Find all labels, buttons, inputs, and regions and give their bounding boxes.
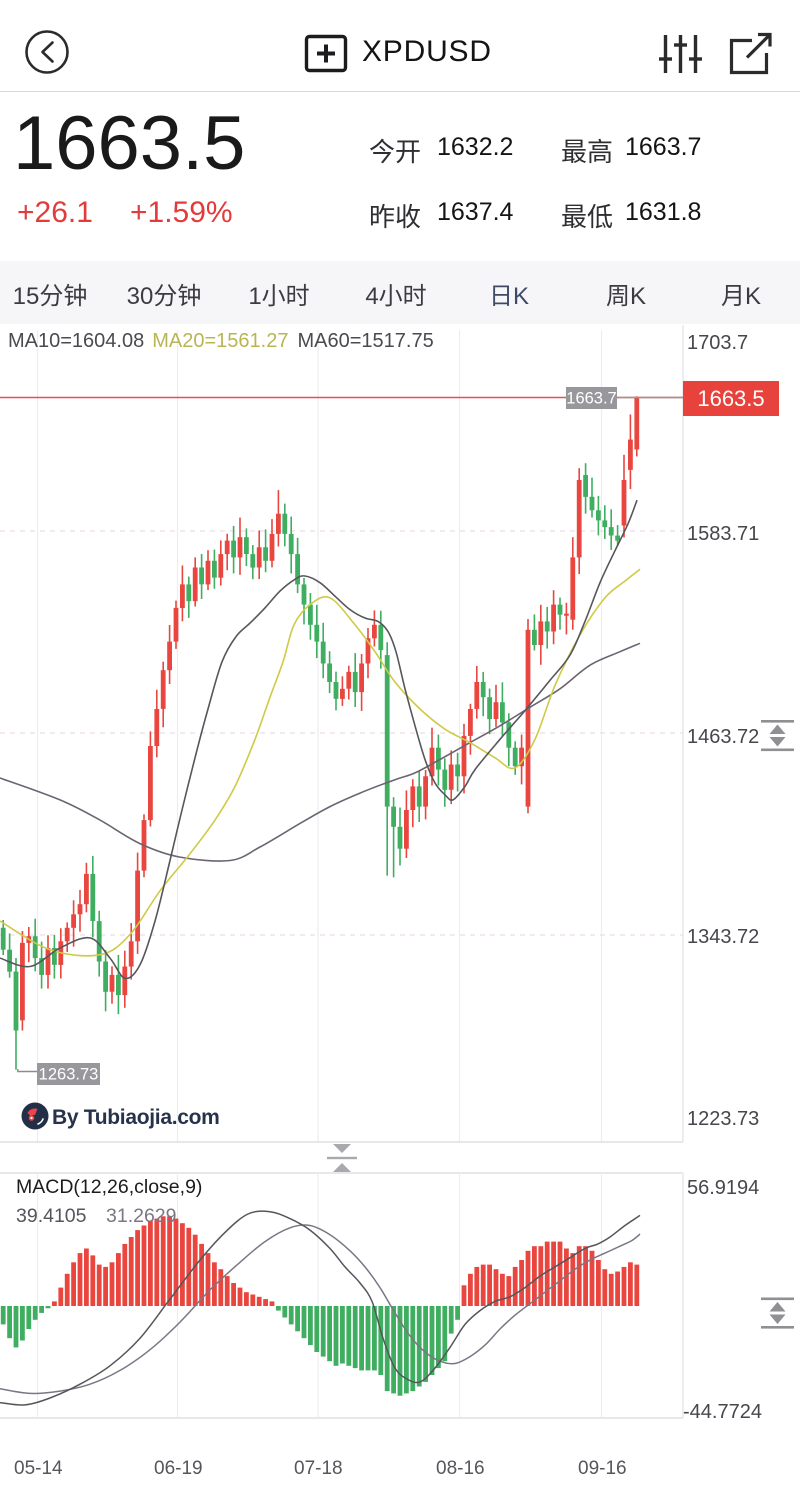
svg-text:By Tubiaojia.com: By Tubiaojia.com: [52, 1106, 220, 1129]
svg-text:1263.73: 1263.73: [39, 1066, 99, 1084]
svg-text:1663.7: 1663.7: [566, 390, 616, 408]
